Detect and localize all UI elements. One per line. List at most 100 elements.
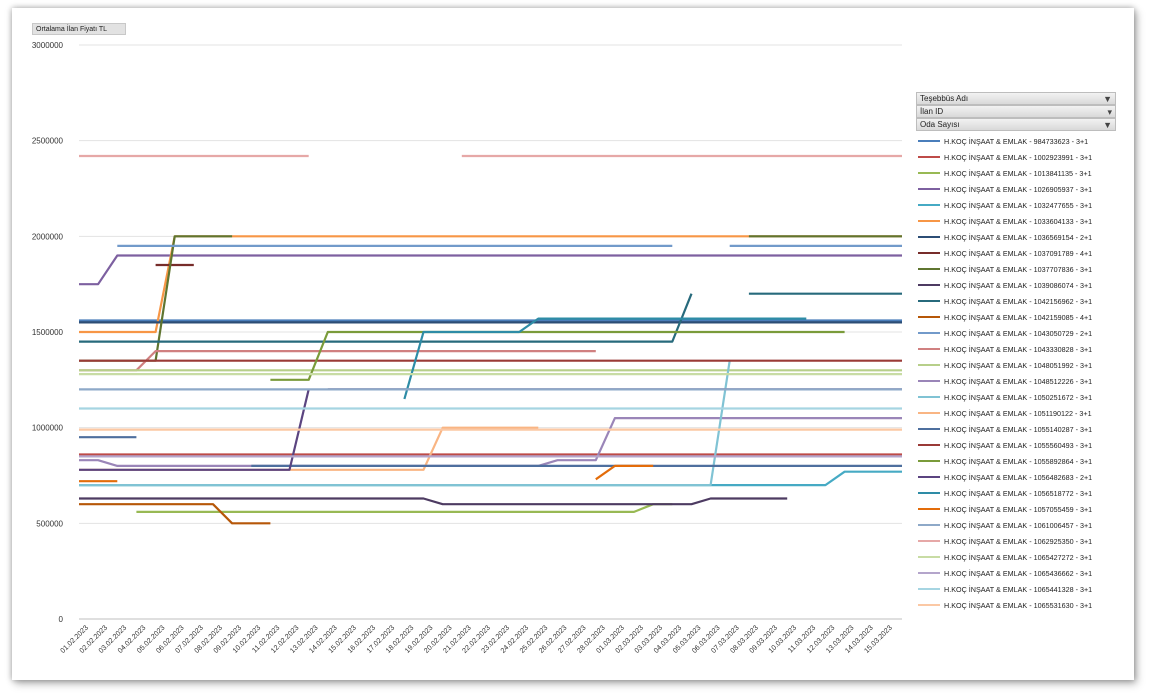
y-tick-label: 3000000: [32, 41, 64, 50]
legend-item: H.KOÇ İNŞAAT & EMLAK - 1061006457 - 3+1: [918, 517, 1118, 533]
legend-swatch: [918, 460, 940, 462]
series-line: [79, 503, 271, 525]
series-line: [79, 470, 902, 487]
legend-swatch: [918, 380, 940, 382]
legend-label: H.KOÇ İNŞAAT & EMLAK - 1037707836 - 3+1: [944, 264, 1093, 274]
series-line: [79, 235, 902, 334]
legend-item: H.KOÇ İNŞAAT & EMLAK - 1002923991 - 3+1: [918, 149, 1118, 165]
legend-label: H.KOÇ İNŞAAT & EMLAK - 1057055459 - 3+1: [944, 504, 1093, 514]
y-tick-label: 0: [59, 615, 64, 624]
legend-label: H.KOÇ İNŞAAT & EMLAK - 1033604133 - 3+1: [944, 216, 1093, 226]
legend-label: H.KOÇ İNŞAAT & EMLAK - 1065441328 - 3+1: [944, 584, 1093, 594]
legend-swatch: [918, 476, 940, 478]
series-line: [79, 417, 902, 467]
legend-swatch: [918, 348, 940, 350]
value-field-button[interactable]: Ortalama İlan Fiyatı TL: [32, 23, 126, 35]
legend-swatch: [918, 172, 940, 174]
filter-oda-sayisi[interactable]: Oda Sayısı ▼: [916, 118, 1116, 131]
legend-swatch: [918, 572, 940, 574]
legend-label: H.KOÇ İNŞAAT & EMLAK - 1048051992 - 3+1: [944, 360, 1093, 370]
legend-item: H.KOÇ İNŞAAT & EMLAK - 1043330828 - 3+1: [918, 341, 1118, 357]
legend-swatch: [918, 492, 940, 494]
legend-label: H.KOÇ İNŞAAT & EMLAK - 1065427272 - 3+1: [944, 552, 1093, 562]
legend-swatch: [918, 508, 940, 510]
legend-item: H.KOÇ İNŞAAT & EMLAK - 1065427272 - 3+1: [918, 549, 1118, 565]
legend-label: H.KOÇ İNŞAAT & EMLAK - 1061006457 - 3+1: [944, 520, 1093, 530]
legend: H.KOÇ İNŞAAT & EMLAK - 984733623 - 3+1 H.…: [918, 133, 1118, 613]
series-line: [403, 317, 807, 400]
legend-swatch: [918, 364, 940, 366]
legend-label: H.KOÇ İNŞAAT & EMLAK - 1026905937 - 3+1: [944, 184, 1093, 194]
legend-label: H.KOÇ İNŞAAT & EMLAK - 1050251672 - 3+1: [944, 392, 1093, 402]
legend-swatch: [918, 252, 940, 254]
dropdown-icon[interactable]: ▾: [1107, 107, 1112, 117]
legend-swatch: [918, 524, 940, 526]
legend-label: H.KOÇ İNŞAAT & EMLAK - 1037091789 - 4+1: [944, 248, 1093, 258]
legend-swatch: [918, 220, 940, 222]
legend-item: H.KOÇ İNŞAAT & EMLAK - 1051190122 - 3+1: [918, 405, 1118, 421]
legend-item: H.KOÇ İNŞAAT & EMLAK - 1050251672 - 3+1: [918, 389, 1118, 405]
series-line: [79, 497, 788, 506]
legend-label: H.KOÇ İNŞAAT & EMLAK - 1065436662 - 3+1: [944, 568, 1093, 578]
legend-swatch: [918, 204, 940, 206]
legend-swatch: [918, 540, 940, 542]
filter-icon[interactable]: ▼: [1103, 120, 1112, 130]
y-tick-label: 1000000: [32, 424, 64, 433]
legend-label: H.KOÇ İNŞAAT & EMLAK - 1042159085 - 4+1: [944, 312, 1093, 322]
legend-item: H.KOÇ İNŞAAT & EMLAK - 1048512226 - 3+1: [918, 373, 1118, 389]
legend-item: H.KOÇ İNŞAAT & EMLAK - 1062925350 - 3+1: [918, 533, 1118, 549]
legend-item: H.KOÇ İNŞAAT & EMLAK - 1065436662 - 3+1: [918, 565, 1118, 581]
legend-item: H.KOÇ İNŞAAT & EMLAK - 1013841135 - 3+1: [918, 165, 1118, 181]
filter-ilan-id[interactable]: İlan ID ▾: [916, 105, 1116, 118]
filter-label: Teşebbüs Adı: [920, 94, 969, 103]
legend-label: H.KOÇ İNŞAAT & EMLAK - 1056482683 - 2+1: [944, 472, 1093, 482]
legend-item: H.KOÇ İNŞAAT & EMLAK - 1037091789 - 4+1: [918, 245, 1118, 261]
series-line: [595, 464, 654, 481]
filter-icon[interactable]: ▼: [1103, 94, 1112, 104]
legend-swatch: [918, 268, 940, 270]
legend-label: H.KOÇ İNŞAAT & EMLAK - 1055140287 - 3+1: [944, 424, 1093, 434]
legend-item: H.KOÇ İNŞAAT & EMLAK - 1042156962 - 3+1: [918, 293, 1118, 309]
legend-swatch: [918, 556, 940, 558]
legend-item: H.KOÇ İNŞAAT & EMLAK - 1039086074 - 3+1: [918, 277, 1118, 293]
legend-item: H.KOÇ İNŞAAT & EMLAK - 1036569154 - 2+1: [918, 229, 1118, 245]
legend-item: H.KOÇ İNŞAAT & EMLAK - 1055140287 - 3+1: [918, 421, 1118, 437]
legend-item: H.KOÇ İNŞAAT & EMLAK - 1042159085 - 4+1: [918, 309, 1118, 325]
filter-label: İlan ID: [920, 107, 944, 116]
legend-swatch: [918, 316, 940, 318]
legend-label: H.KOÇ İNŞAAT & EMLAK - 1056518772 - 3+1: [944, 488, 1093, 498]
legend-item: H.KOÇ İNŞAAT & EMLAK - 1026905937 - 3+1: [918, 181, 1118, 197]
legend-swatch: [918, 188, 940, 190]
legend-swatch: [918, 156, 940, 158]
legend-swatch: [918, 140, 940, 142]
legend-label: H.KOÇ İNŞAAT & EMLAK - 1051190122 - 3+1: [944, 408, 1092, 418]
filter-tesebbus-adi[interactable]: Teşebbüs Adı ▼: [916, 92, 1116, 105]
legend-label: H.KOÇ İNŞAAT & EMLAK - 1013841135 - 3+1: [944, 168, 1092, 178]
legend-item: H.KOÇ İNŞAAT & EMLAK - 984733623 - 3+1: [918, 133, 1118, 149]
legend-item: H.KOÇ İNŞAAT & EMLAK - 1056482683 - 2+1: [918, 469, 1118, 485]
legend-label: H.KOÇ İNŞAAT & EMLAK - 1043050729 - 2+1: [944, 328, 1093, 338]
legend-item: H.KOÇ İNŞAAT & EMLAK - 1037707836 - 3+1: [918, 261, 1118, 277]
legend-label: H.KOÇ İNŞAAT & EMLAK - 984733623 - 3+1: [944, 136, 1089, 146]
legend-label: H.KOÇ İNŞAAT & EMLAK - 1048512226 - 3+1: [944, 376, 1093, 386]
y-tick-label: 2000000: [32, 232, 64, 241]
legend-swatch: [918, 332, 940, 334]
series-line: [79, 254, 902, 286]
legend-swatch: [918, 284, 940, 286]
series-line: [79, 389, 310, 471]
legend-label: H.KOÇ İNŞAAT & EMLAK - 1062925350 - 3+1: [944, 536, 1093, 546]
y-tick-label: 500000: [36, 519, 63, 528]
legend-item: H.KOÇ İNŞAAT & EMLAK - 1057055459 - 3+1: [918, 501, 1118, 517]
legend-swatch: [918, 396, 940, 398]
legend-swatch: [918, 444, 940, 446]
legend-label: H.KOÇ İNŞAAT & EMLAK - 1032477655 - 3+1: [944, 200, 1093, 210]
legend-label: H.KOÇ İNŞAAT & EMLAK - 1043330828 - 3+1: [944, 344, 1093, 354]
legend-item: H.KOÇ İNŞAAT & EMLAK - 1032477655 - 3+1: [918, 197, 1118, 213]
legend-item: H.KOÇ İNŞAAT & EMLAK - 1065531630 - 3+1: [918, 597, 1118, 613]
series-line: [79, 293, 693, 343]
legend-label: H.KOÇ İNŞAAT & EMLAK - 1055892864 - 3+1: [944, 456, 1093, 466]
filter-label: Oda Sayısı: [920, 120, 960, 129]
legend-label: H.KOÇ İNŞAAT & EMLAK - 1002923991 - 3+1: [944, 152, 1093, 162]
legend-item: H.KOÇ İNŞAAT & EMLAK - 1055892864 - 3+1: [918, 453, 1118, 469]
y-tick-label: 2500000: [32, 137, 64, 146]
